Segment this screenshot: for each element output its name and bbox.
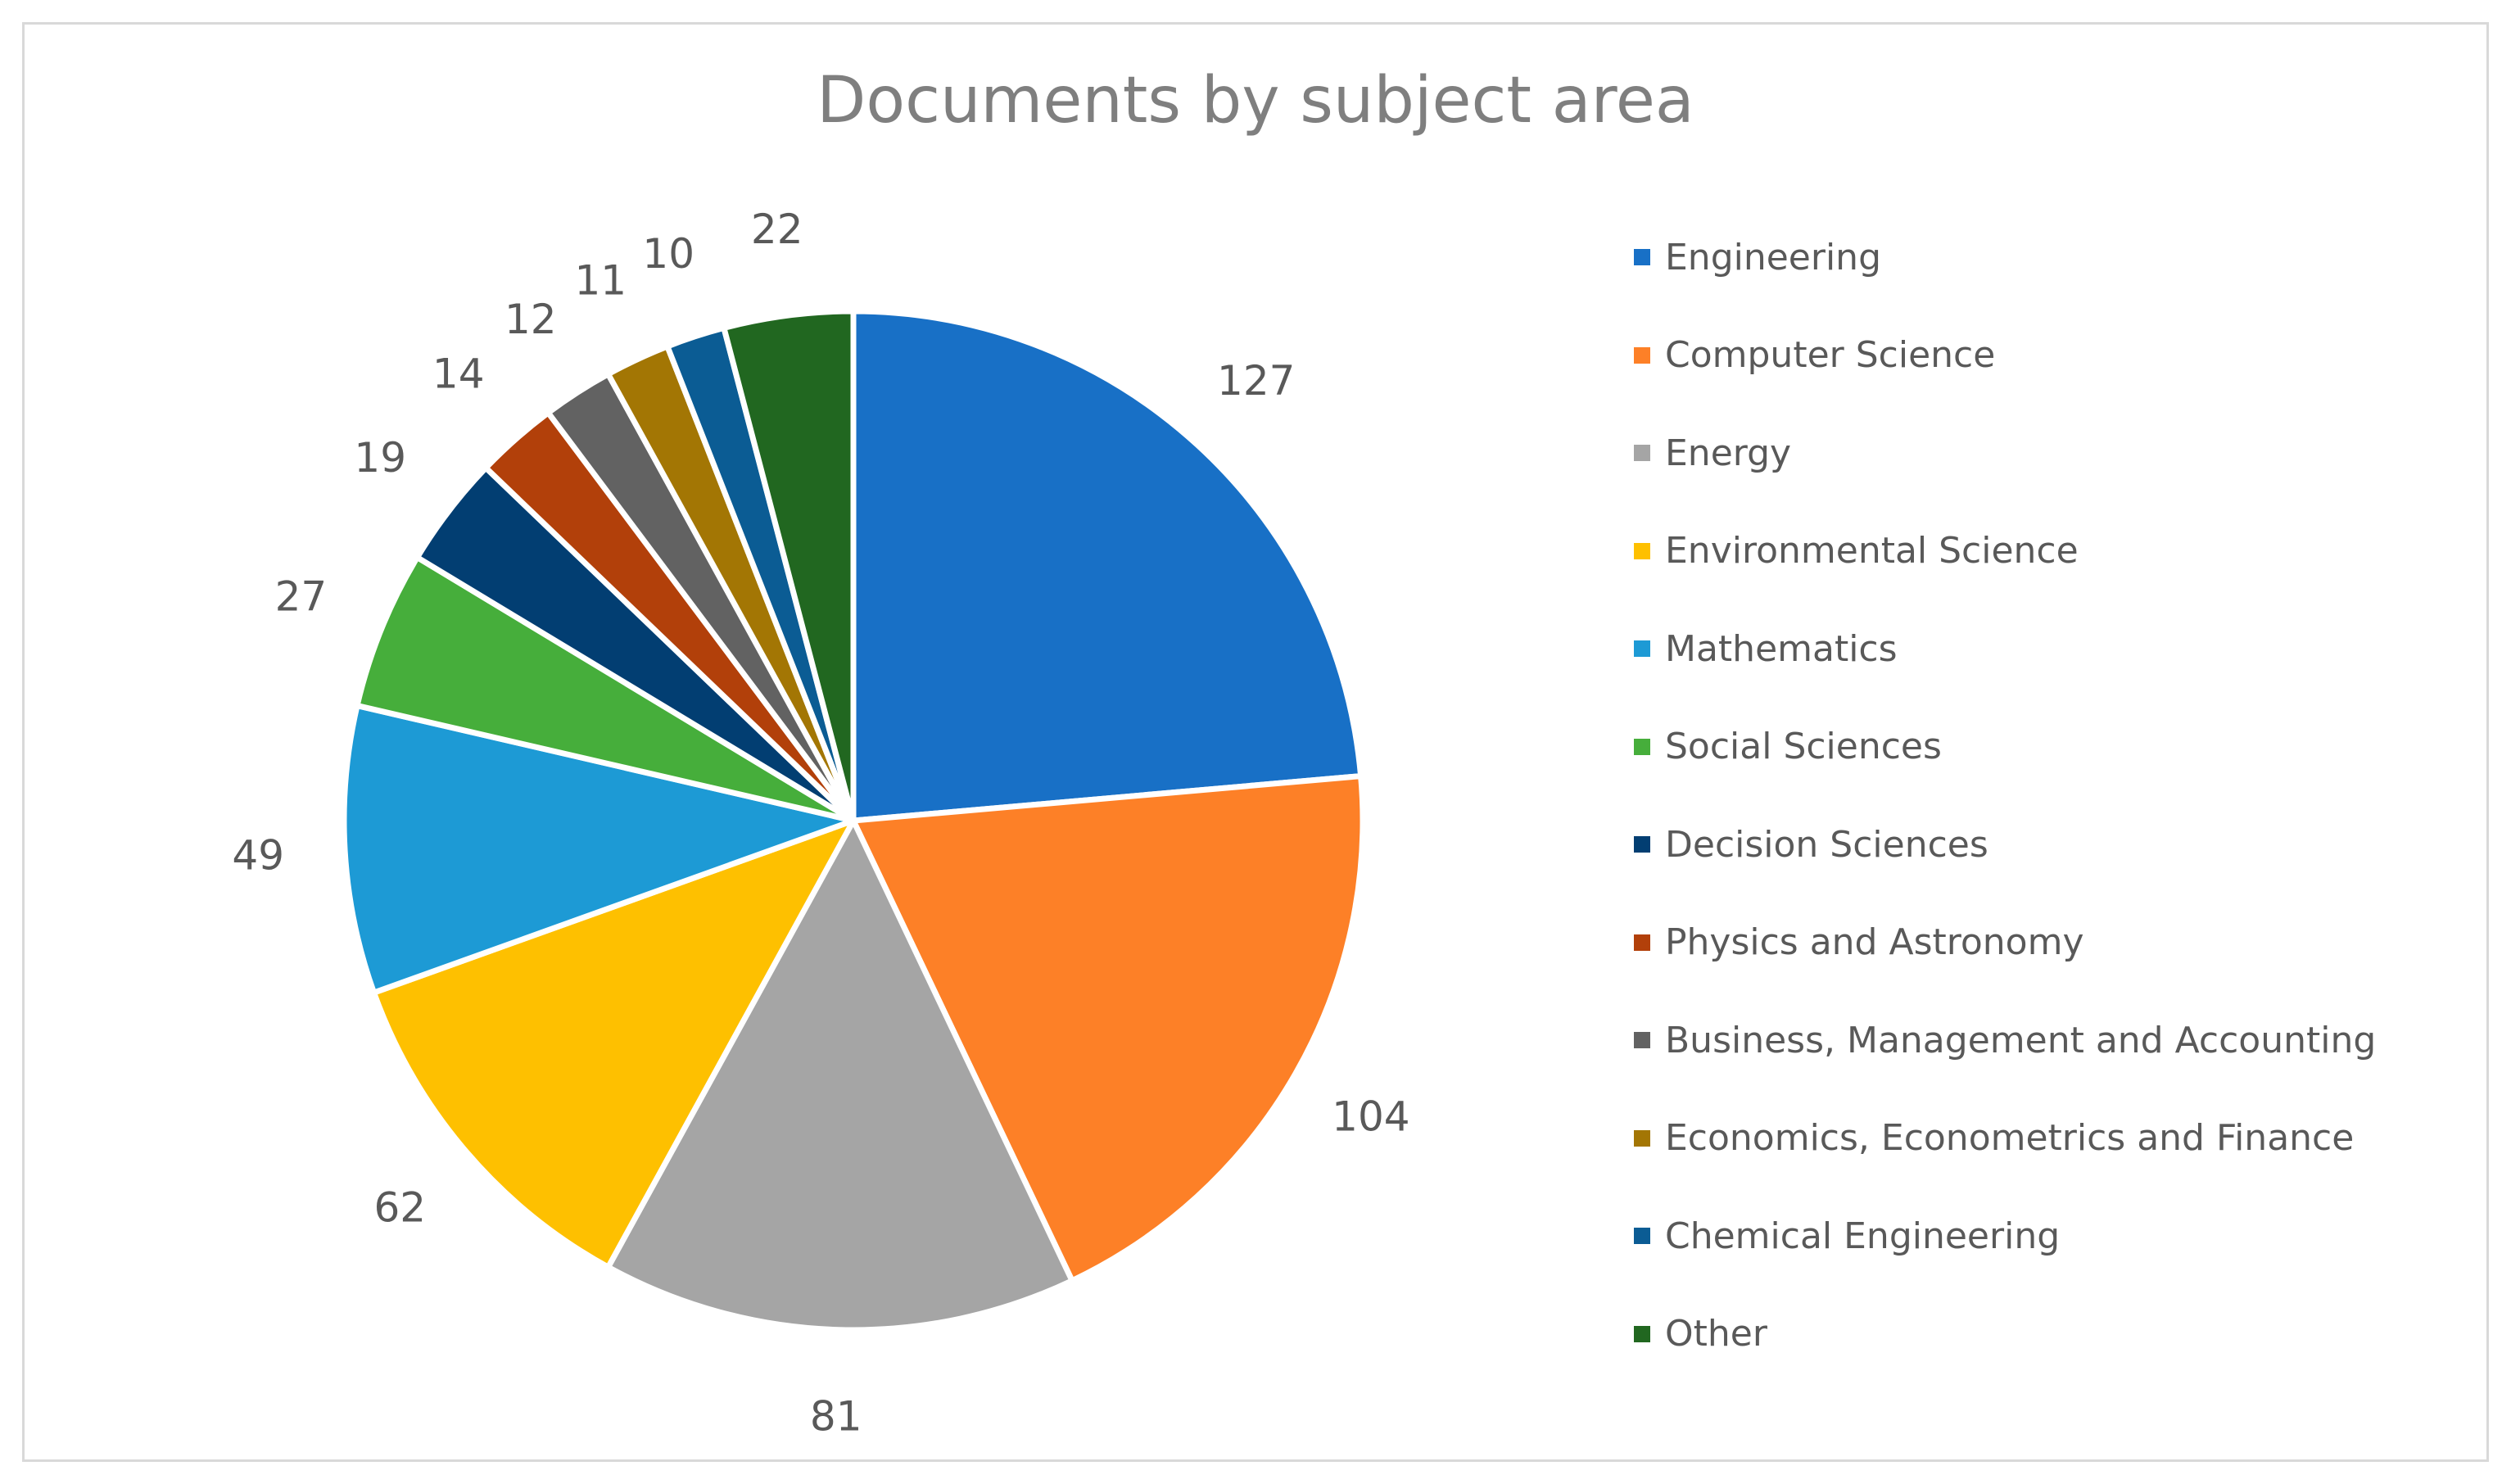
legend-swatch — [1634, 542, 1650, 559]
data-label: 14 — [432, 351, 485, 398]
legend-swatch — [1634, 1228, 1650, 1244]
legend-swatch — [1634, 738, 1650, 755]
data-label: 27 — [275, 572, 328, 620]
legend-item: Energy — [1634, 428, 1791, 477]
pie-slice — [605, 817, 1075, 1333]
legend-label: Decision Sciences — [1665, 823, 1988, 866]
legend-swatch — [1634, 934, 1650, 951]
legend-label: Mathematics — [1665, 627, 1898, 670]
legend-label: Computer Science — [1665, 334, 1996, 376]
pie-slice — [850, 773, 1366, 1284]
pie-slice — [850, 308, 1364, 824]
legend-label: Physics and Astronomy — [1665, 921, 2084, 963]
data-label: 49 — [232, 831, 284, 879]
legend-item: Chemical Engineering — [1634, 1211, 2060, 1260]
data-label: 19 — [354, 434, 406, 482]
data-label: 10 — [642, 230, 694, 278]
legend-label: Environmental Science — [1665, 530, 2079, 572]
legend-item: Environmental Science — [1634, 527, 2079, 576]
legend-item: Physics and Astronomy — [1634, 918, 2084, 967]
legend-swatch — [1634, 1325, 1650, 1342]
legend-label: Other — [1665, 1313, 1767, 1355]
legend-item: Decision Sciences — [1634, 820, 1988, 869]
legend-label: Social Sciences — [1665, 726, 1942, 767]
legend-swatch — [1634, 1032, 1650, 1048]
legend-swatch — [1634, 640, 1650, 657]
pie-slice — [721, 308, 857, 824]
legend-label: Economics, Econometrics and Finance — [1665, 1117, 2355, 1159]
data-label: 12 — [504, 296, 557, 343]
legend-label: Energy — [1665, 432, 1792, 474]
legend-item: Social Sciences — [1634, 722, 1942, 771]
legend-swatch — [1634, 249, 1650, 265]
chart-title: Documents by subject area — [817, 64, 1694, 138]
legend-item: Other — [1634, 1310, 1767, 1359]
legend-label: Engineering — [1665, 236, 1881, 278]
data-label: 81 — [810, 1393, 862, 1441]
data-label: 127 — [1217, 357, 1295, 405]
pie-slice — [371, 817, 857, 1270]
data-label: 104 — [1332, 1093, 1409, 1141]
legend-label: Business, Management and Accounting — [1665, 1019, 2377, 1061]
legend-swatch — [1634, 1129, 1650, 1147]
data-label: 11 — [574, 257, 627, 305]
legend-item: Engineering — [1634, 233, 1881, 282]
legend-swatch — [1634, 445, 1650, 461]
legend-item: Computer Science — [1634, 331, 1995, 380]
pie-slice — [354, 554, 857, 824]
legend-item: Economics, Econometrics and Finance — [1634, 1114, 2354, 1163]
data-label: 22 — [751, 206, 803, 253]
legend-item: Business, Management and Accounting — [1634, 1016, 2376, 1065]
data-label: 62 — [373, 1184, 426, 1232]
legend-label: Chemical Engineering — [1665, 1215, 2061, 1257]
legend: Engineering Computer Science Energy Environ… — [1634, 0, 2486, 1484]
legend-swatch — [1634, 346, 1650, 364]
pie-slice — [341, 703, 857, 996]
legend-item: Mathematics — [1634, 624, 1898, 673]
legend-swatch — [1634, 836, 1650, 853]
